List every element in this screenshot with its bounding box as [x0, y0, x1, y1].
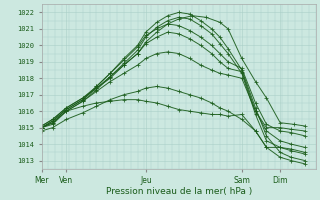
X-axis label: Pression niveau de la mer( hPa ): Pression niveau de la mer( hPa ): [106, 187, 252, 196]
